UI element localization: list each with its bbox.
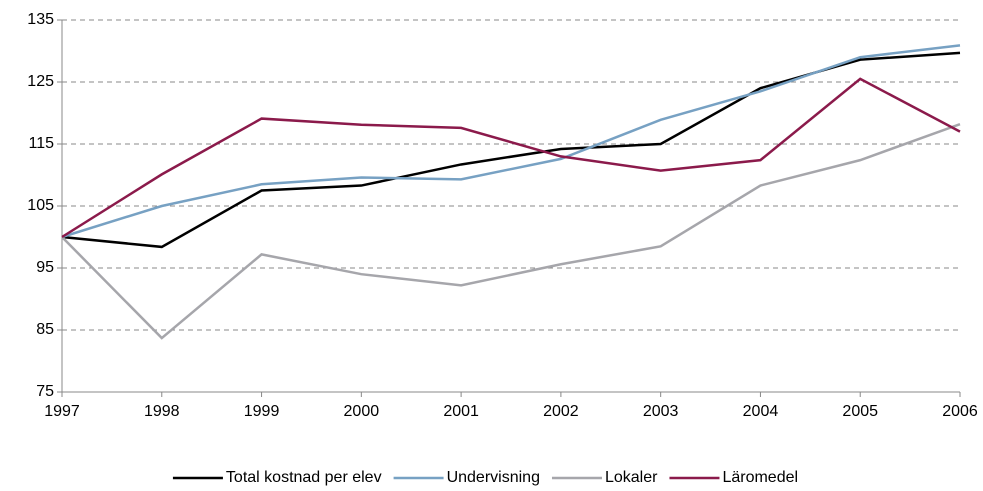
x-tick-label: 2001 (443, 403, 479, 420)
y-tick-label: 95 (36, 259, 54, 276)
series-line (61, 51, 961, 249)
x-tick-label: 2005 (842, 403, 878, 420)
x-tick-label: 1997 (44, 403, 80, 420)
x-tick-label: 2002 (543, 403, 579, 420)
x-tick-label: 2006 (942, 403, 978, 420)
legend-label: Undervisning (447, 469, 540, 486)
y-tick-label: 135 (27, 11, 54, 28)
y-tick-label: 125 (27, 73, 54, 90)
legend-label: Total kostnad per elev (226, 469, 382, 486)
x-tick-label: 1998 (144, 403, 180, 420)
y-tick-label: 75 (36, 383, 54, 400)
x-tick-label: 2003 (643, 403, 679, 420)
x-tick-label: 1999 (244, 403, 280, 420)
series-line (61, 77, 961, 239)
x-tick-label: 2000 (344, 403, 380, 420)
y-tick-label: 115 (28, 135, 54, 152)
legend-label: Läromedel (722, 469, 798, 486)
x-tick-label: 2004 (743, 403, 779, 420)
series-line (61, 122, 961, 340)
legend-label: Lokaler (605, 469, 658, 486)
y-tick-label: 85 (36, 321, 54, 338)
y-tick-label: 105 (27, 197, 54, 214)
series-line (61, 44, 961, 239)
